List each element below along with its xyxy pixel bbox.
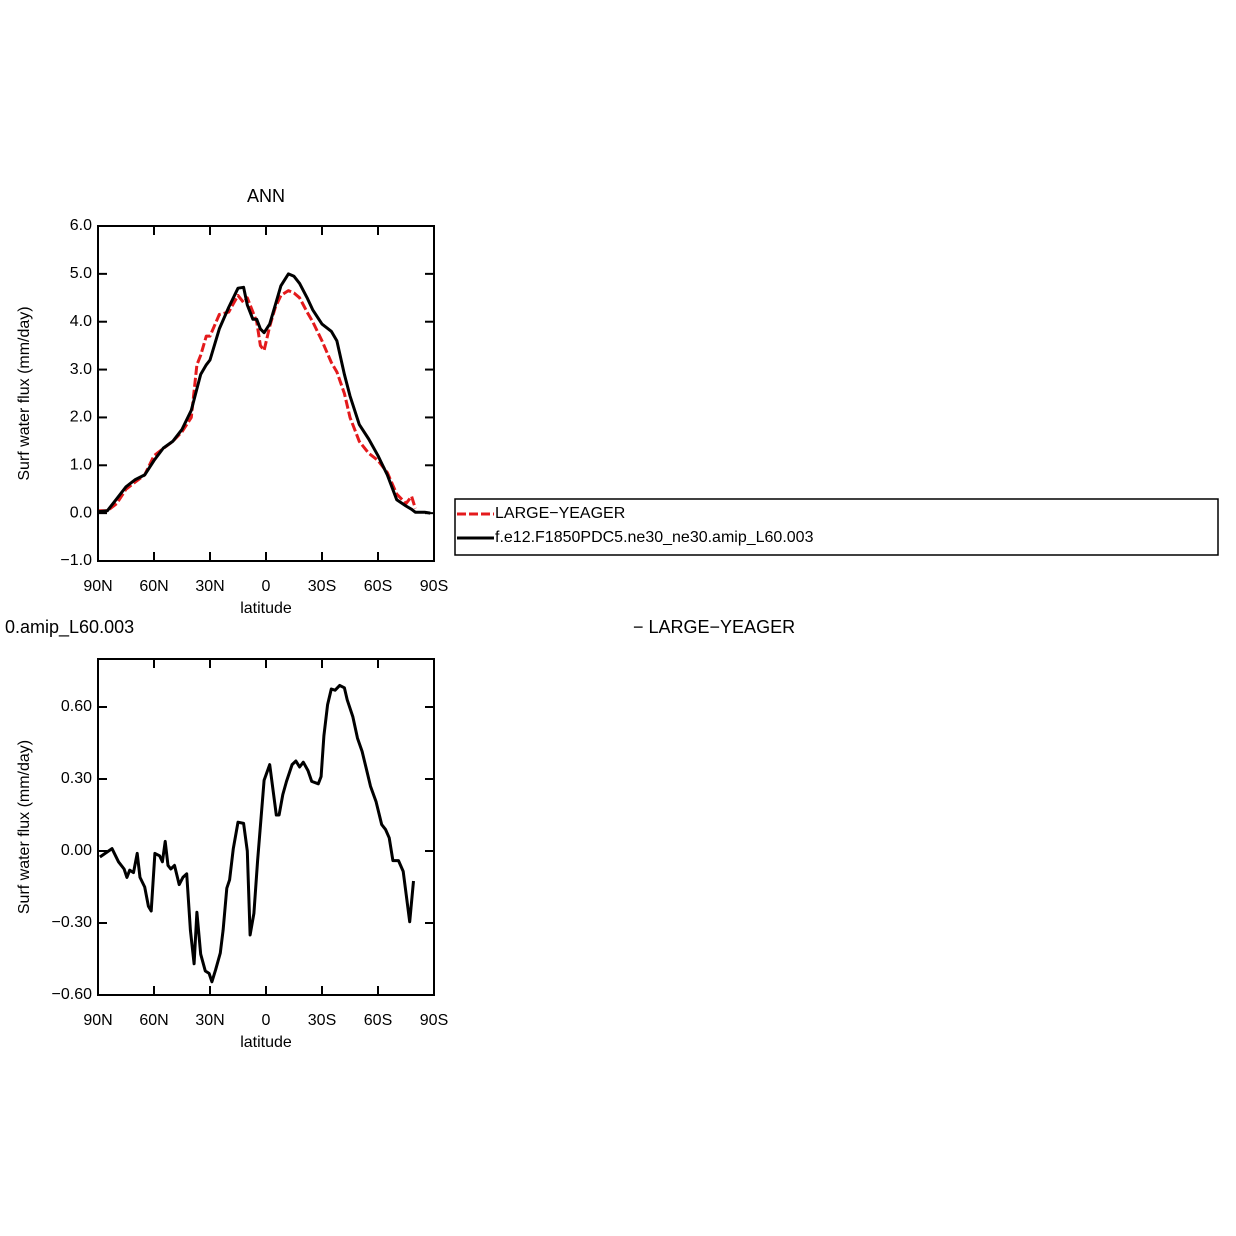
chart-title-right: − LARGE−YEAGER [633,617,795,637]
x-tick-label: 90S [420,578,448,595]
y-tick-label: 3.0 [70,361,92,378]
x-tick-label: 90N [83,578,112,595]
x-tick-label: 60N [139,1012,168,1029]
y-axis-label: Surf water flux (mm/day) [16,740,33,914]
y-axis-label: Surf water flux (mm/day) [16,306,33,480]
x-axis-label: latitude [240,600,292,617]
legend-box [454,498,1219,556]
x-tick-label: 60N [139,578,168,595]
plot-frame [97,658,435,996]
y-tick-label: 0.60 [61,698,92,715]
x-tick-label: 90S [420,1012,448,1029]
y-tick-label: 0.00 [61,842,92,859]
y-tick-label: −0.60 [52,986,93,1003]
data-line [97,272,431,515]
data-line [98,289,417,513]
chart-title: ANN [247,186,285,206]
x-tick-label: 90N [83,1012,112,1029]
plot-frame [97,225,435,562]
legend-label: LARGE−YEAGER [495,505,625,522]
x-tick-label: 60S [364,1012,392,1029]
y-tick-label: 1.0 [70,457,92,474]
y-tick-label: −1.0 [60,552,92,569]
x-tick-label: 0 [262,578,271,595]
legend-label: f.e12.F1850PDC5.ne30_ne30.amip_L60.003 [495,529,814,546]
y-tick-label: 2.0 [70,409,92,426]
y-tick-label: 4.0 [70,313,92,330]
x-tick-label: 30N [195,578,224,595]
y-tick-label: 0.0 [70,504,92,521]
y-tick-label: 0.30 [61,770,92,787]
x-tick-label: 0 [262,1012,271,1029]
y-tick-label: −0.30 [52,914,93,931]
x-axis-label: latitude [240,1034,292,1051]
x-tick-label: 60S [364,578,392,595]
y-tick-label: 5.0 [70,265,92,282]
data-line [99,683,415,984]
x-tick-label: 30N [195,1012,224,1029]
chart-title-left: 0.amip_L60.003 [5,617,134,638]
x-tick-label: 30S [308,1012,336,1029]
x-tick-label: 30S [308,578,336,595]
y-tick-label: 6.0 [70,217,92,234]
